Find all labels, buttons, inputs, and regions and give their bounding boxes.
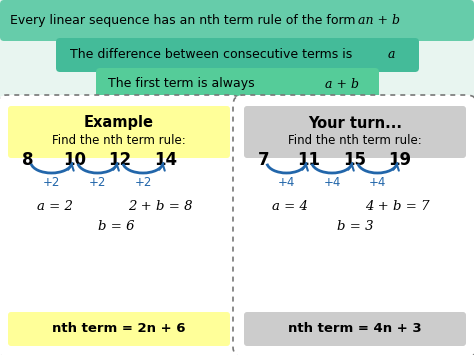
Text: The difference between consecutive terms is: The difference between consecutive terms… [70,49,356,61]
Text: nth term = 4n + 3: nth term = 4n + 3 [288,322,422,335]
FancyBboxPatch shape [0,0,474,41]
Text: a = 2: a = 2 [37,201,73,213]
FancyBboxPatch shape [96,68,379,100]
Text: Example: Example [84,115,154,131]
FancyBboxPatch shape [8,312,230,346]
Text: b = 3: b = 3 [337,220,373,234]
FancyBboxPatch shape [8,106,230,158]
Text: a = 4: a = 4 [272,201,308,213]
Text: Your turn...: Your turn... [308,115,402,131]
Text: Find the nth term rule:: Find the nth term rule: [288,135,422,147]
FancyBboxPatch shape [244,106,466,158]
FancyBboxPatch shape [244,312,466,346]
Text: +2: +2 [134,175,152,189]
Text: 10: 10 [64,151,86,169]
Text: a + b: a + b [325,77,359,91]
FancyBboxPatch shape [56,38,419,72]
Text: nth term = 2n + 6: nth term = 2n + 6 [52,322,186,335]
Text: +4: +4 [323,175,341,189]
Text: 4 + b = 7: 4 + b = 7 [365,201,429,213]
Text: +4: +4 [278,175,295,189]
Text: 8: 8 [22,151,34,169]
Text: +2: +2 [43,175,60,189]
Text: b = 6: b = 6 [98,220,134,234]
Text: 12: 12 [109,151,132,169]
Text: +4: +4 [369,175,386,189]
Text: 14: 14 [155,151,178,169]
FancyBboxPatch shape [233,95,474,355]
Text: an + b: an + b [358,14,400,27]
FancyBboxPatch shape [0,95,241,355]
Text: 7: 7 [258,151,270,169]
Text: The first term is always: The first term is always [108,77,259,91]
Text: a: a [388,49,395,61]
Text: 2 + b = 8: 2 + b = 8 [128,201,192,213]
Text: 15: 15 [344,151,366,169]
Text: Every linear sequence has an nth term rule of the form: Every linear sequence has an nth term ru… [10,14,359,27]
Text: 19: 19 [388,151,411,169]
Text: +2: +2 [89,175,106,189]
Text: Find the nth term rule:: Find the nth term rule: [52,135,186,147]
Text: 11: 11 [298,151,320,169]
